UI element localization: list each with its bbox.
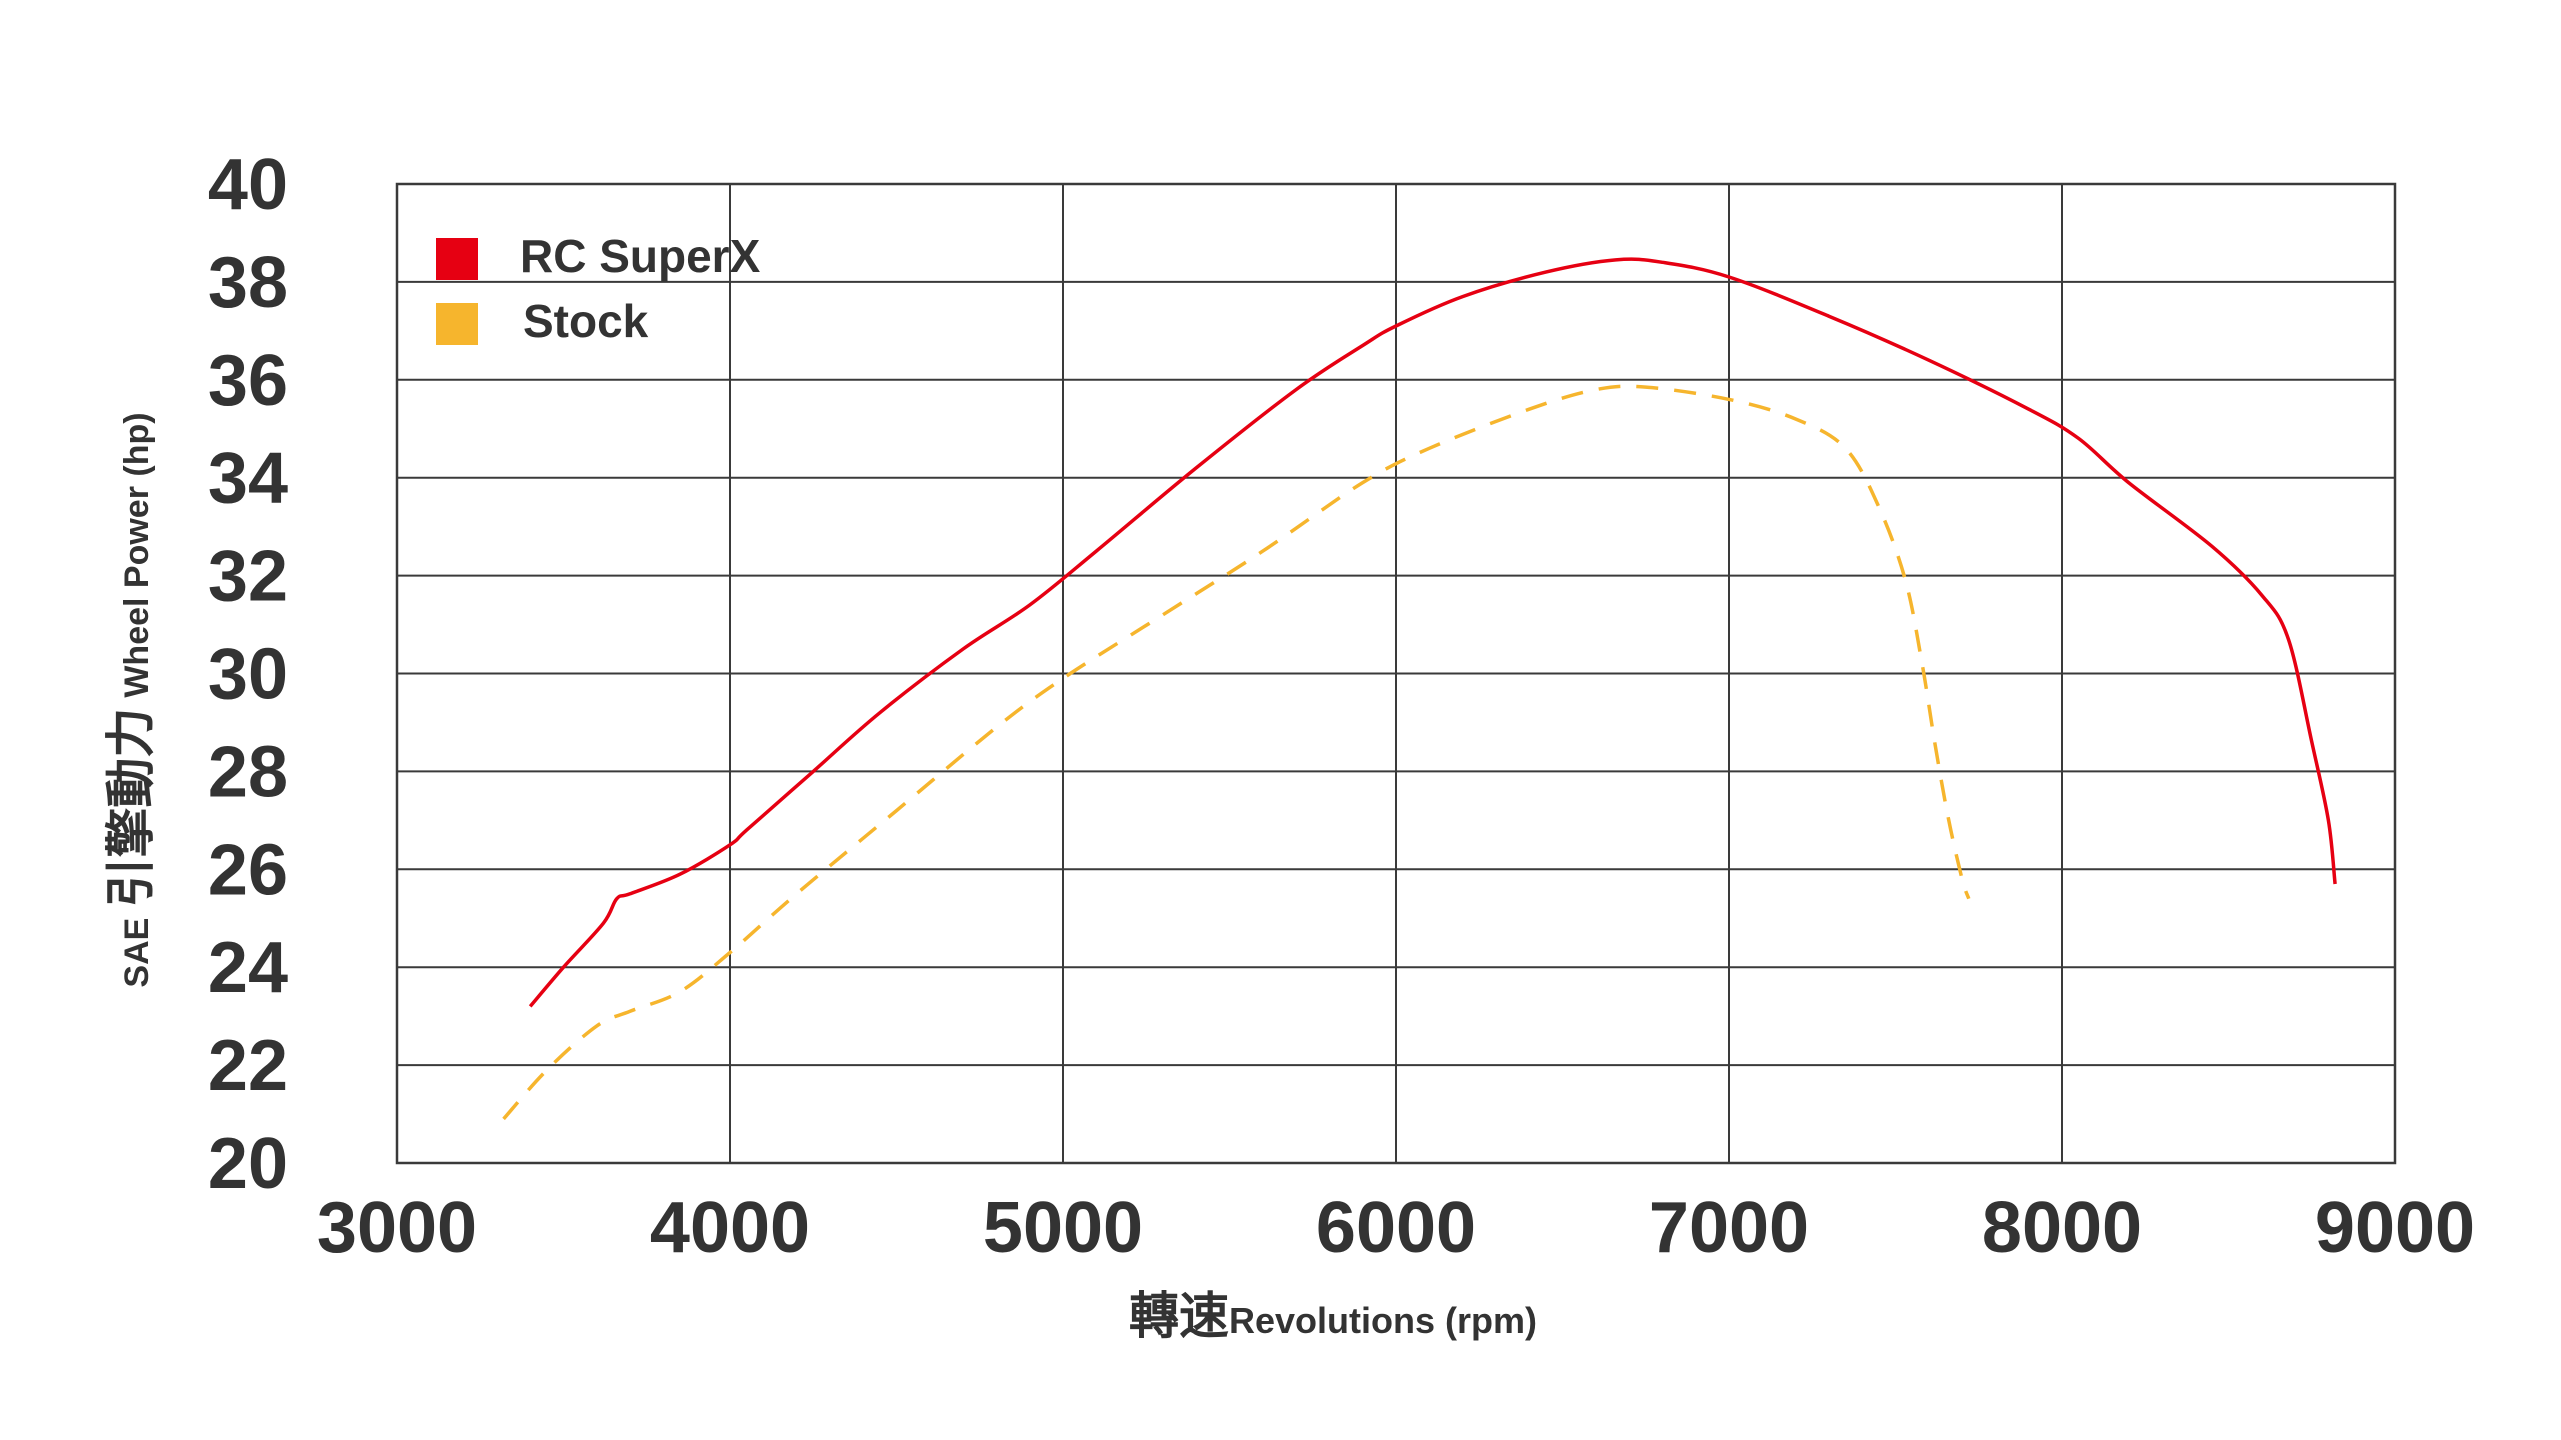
x-tick-label: 3000 bbox=[317, 1188, 477, 1268]
legend-swatch-rc-superx bbox=[436, 238, 478, 280]
x-axis-label-en: Revolutions (rpm) bbox=[1229, 1300, 1537, 1341]
x-tick-label: 6000 bbox=[1316, 1188, 1476, 1268]
x-tick-label: 7000 bbox=[1649, 1188, 1809, 1268]
x-axis-label-cjk: 轉速 bbox=[1129, 1287, 1229, 1345]
x-tick-label: 4000 bbox=[650, 1188, 810, 1268]
y-axis-label-cjk: 引擎動力 bbox=[102, 708, 160, 908]
plot-frame bbox=[395, 182, 2397, 1165]
x-tick-label: 5000 bbox=[983, 1188, 1143, 1268]
y-tick-label: 32 bbox=[208, 537, 288, 617]
y-axis-label-prefix: SAE bbox=[118, 918, 156, 988]
y-tick-label: 30 bbox=[208, 635, 288, 715]
x-axis-ticks: 3000 4000 5000 6000 7000 8000 9000 bbox=[317, 1188, 2475, 1268]
x-tick-label: 9000 bbox=[2315, 1188, 2475, 1268]
y-axis-label: SAE 引擎動力 Wheel Power (hp) bbox=[102, 412, 160, 987]
x-tick-label: 8000 bbox=[1982, 1188, 2142, 1268]
legend-label-stock: Stock bbox=[523, 295, 649, 347]
legend-swatch-stock bbox=[436, 303, 478, 345]
legend: RC SuperX Stock bbox=[436, 230, 761, 347]
series-line-stock bbox=[502, 384, 1971, 1121]
y-axis-ticks: 20 22 24 26 28 30 32 34 36 38 40 bbox=[208, 145, 288, 1204]
y-tick-label: 20 bbox=[208, 1124, 288, 1204]
y-tick-label: 24 bbox=[208, 928, 288, 1008]
y-tick-label: 22 bbox=[208, 1026, 288, 1106]
x-axis-label: 轉速Revolutions (rpm) bbox=[1129, 1287, 1537, 1345]
gridlines bbox=[397, 184, 2395, 1163]
y-axis-label-en: Wheel Power (hp) bbox=[118, 412, 156, 697]
y-tick-label: 28 bbox=[208, 732, 288, 812]
y-tick-label: 40 bbox=[208, 145, 288, 225]
y-tick-label: 36 bbox=[208, 341, 288, 421]
y-tick-label: 34 bbox=[208, 439, 288, 519]
y-tick-label: 26 bbox=[208, 830, 288, 910]
series-lines bbox=[502, 257, 2337, 1121]
y-tick-label: 38 bbox=[208, 243, 288, 323]
series-line-rc-superx bbox=[528, 257, 2337, 1008]
legend-label-rc-superx: RC SuperX bbox=[520, 230, 761, 282]
